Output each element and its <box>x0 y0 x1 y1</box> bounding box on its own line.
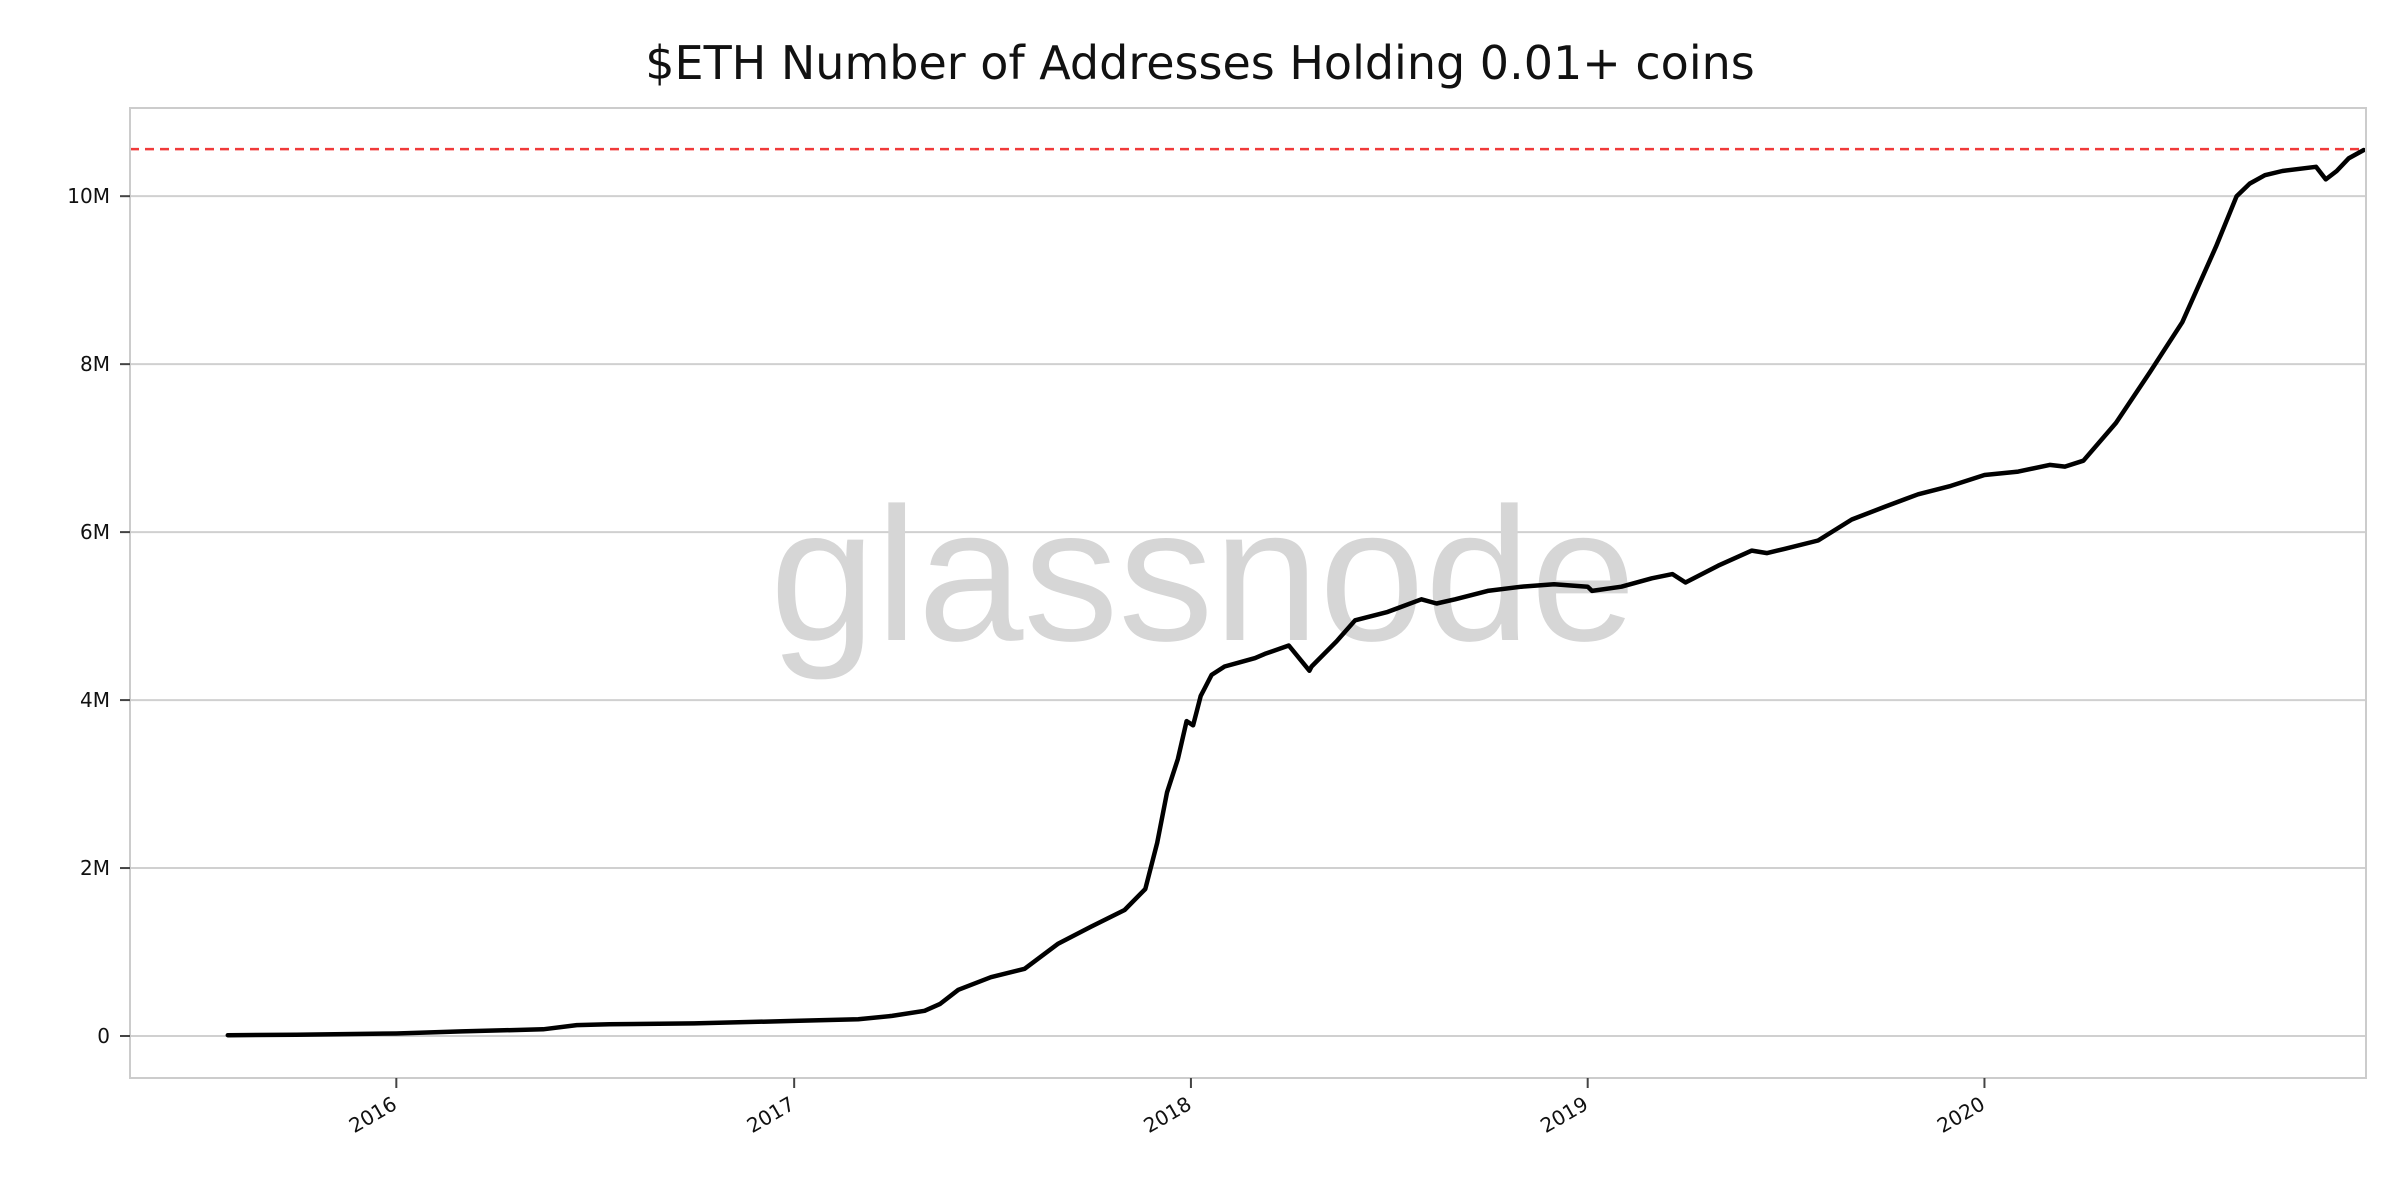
x-tick-label: 2017 <box>743 1092 799 1138</box>
x-tick-label: 2018 <box>1139 1092 1195 1138</box>
y-tick-label: 0 <box>97 1024 110 1048</box>
series-layer <box>225 147 2367 1038</box>
y-tick-label: 2M <box>80 856 110 880</box>
x-tick-label: 2019 <box>1536 1092 1592 1138</box>
watermark-logo: glassnode <box>770 469 1636 681</box>
y-tick-label: 4M <box>80 688 110 712</box>
x-axis: 2016 2017 2018 2019 2020 <box>345 1078 1989 1138</box>
series-line <box>225 147 2367 1038</box>
plot-frame <box>129 107 2367 1079</box>
y-axis: 0 2M 4M 6M 8M 10M <box>67 184 130 1048</box>
y-tick-label: 6M <box>80 520 110 544</box>
y-tick-label: 8M <box>80 352 110 376</box>
grid-lines <box>130 195 2366 1038</box>
x-tick-label: 2020 <box>1933 1092 1989 1138</box>
x-tick-label: 2016 <box>345 1092 401 1138</box>
y-tick-label: 10M <box>67 184 110 208</box>
chart-title: $ETH Number of Addresses Holding 0.01+ c… <box>645 36 1755 90</box>
